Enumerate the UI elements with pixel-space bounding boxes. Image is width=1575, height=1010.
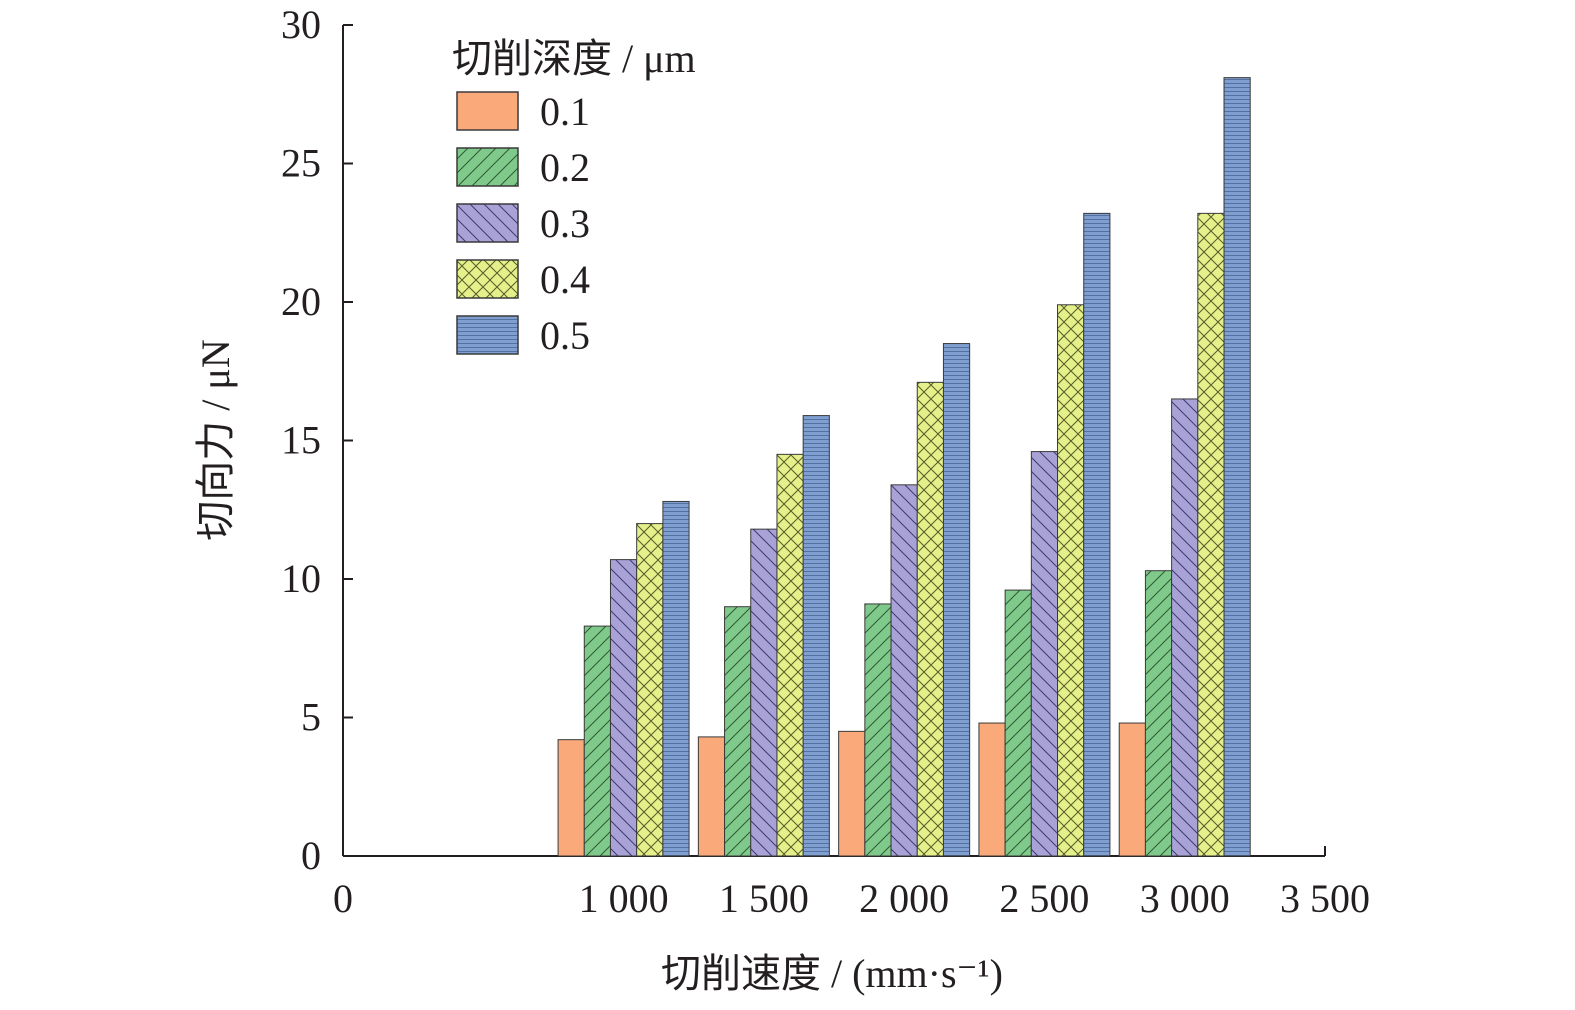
bar-0.1-2000 <box>838 730 866 857</box>
legend-swatch <box>456 259 519 299</box>
legend-swatch <box>456 315 519 355</box>
bar-0.4-2000 <box>916 381 944 857</box>
legend-label: 0.3 <box>540 201 590 246</box>
x-tick-label: 3 500 <box>1280 876 1370 921</box>
bar-0.4-3000 <box>1197 212 1225 857</box>
legend-label: 0.2 <box>540 145 590 190</box>
legend-swatch <box>456 91 519 131</box>
y-tick-label: 15 <box>281 418 321 463</box>
bars <box>557 77 1251 857</box>
bar-0.5-1000 <box>662 500 690 857</box>
bar-0.1-1000 <box>557 739 585 857</box>
bar-0.5-2000 <box>942 343 971 857</box>
bar-0.5-3000 <box>1223 77 1251 857</box>
y-tick-label: 5 <box>301 695 321 740</box>
legend-swatch <box>456 203 519 243</box>
x-axis-title: 切削速度 / (mm·s⁻¹) <box>661 951 1003 996</box>
bar-0.2-1500 <box>724 606 752 857</box>
bar-0.2-2000 <box>864 603 892 857</box>
bar-0.2-2500 <box>1004 589 1032 857</box>
bar-0.3-2000 <box>890 484 918 857</box>
y-axis-title: 切向力 / μN <box>193 339 238 540</box>
bar-0.5-2500 <box>1083 212 1111 857</box>
bar-0.3-2500 <box>1030 451 1059 857</box>
bar-0.3-1000 <box>609 559 638 857</box>
x-ticks: 0 1 000 1 500 2 000 2 500 3 000 3 500 <box>333 846 1370 921</box>
bar-0.3-1500 <box>750 528 778 857</box>
legend-item-0.4: 0.4 <box>456 257 590 302</box>
bar-0.1-3000 <box>1118 722 1146 857</box>
x-tick-label: 2 500 <box>999 876 1089 921</box>
y-tick-label: 10 <box>281 556 321 601</box>
bar-0.1-2500 <box>978 722 1006 857</box>
legend-item-0.3: 0.3 <box>456 201 590 246</box>
y-ticks: 0 5 10 15 20 25 30 <box>281 2 353 878</box>
legend-item-0.1: 0.1 <box>456 89 590 134</box>
legend-label: 0.1 <box>540 89 590 134</box>
y-tick-label: 25 <box>281 141 321 186</box>
bar-0.3-3000 <box>1171 398 1199 857</box>
bar-0.2-1000 <box>583 625 611 857</box>
bar-0.1-1500 <box>697 736 726 857</box>
bar-0.4-1000 <box>636 523 664 857</box>
x-tick-label: 0 <box>333 876 353 921</box>
legend-item-0.2: 0.2 <box>456 145 590 190</box>
x-tick-label: 1 000 <box>579 876 669 921</box>
legend-label: 0.5 <box>540 313 590 358</box>
y-tick-label: 30 <box>281 2 321 47</box>
legend-label: 0.4 <box>540 257 590 302</box>
legend-item-0.5: 0.5 <box>456 313 590 358</box>
y-tick-label: 0 <box>301 833 321 878</box>
x-tick-label: 1 500 <box>719 876 809 921</box>
bar-0.4-2500 <box>1057 304 1085 857</box>
bar-0.4-1500 <box>776 453 804 857</box>
x-tick-label: 3 000 <box>1140 876 1230 921</box>
bar-0.2-3000 <box>1144 570 1173 857</box>
legend-title: 切削深度 / μm <box>452 36 696 81</box>
legend: 切削深度 / μm 0.1 0.2 0.3 0.4 0.5 <box>452 36 696 358</box>
y-tick-label: 20 <box>281 279 321 324</box>
bar-0.5-1500 <box>802 415 830 857</box>
x-tick-label: 2 000 <box>859 876 949 921</box>
legend-swatch <box>456 147 519 187</box>
